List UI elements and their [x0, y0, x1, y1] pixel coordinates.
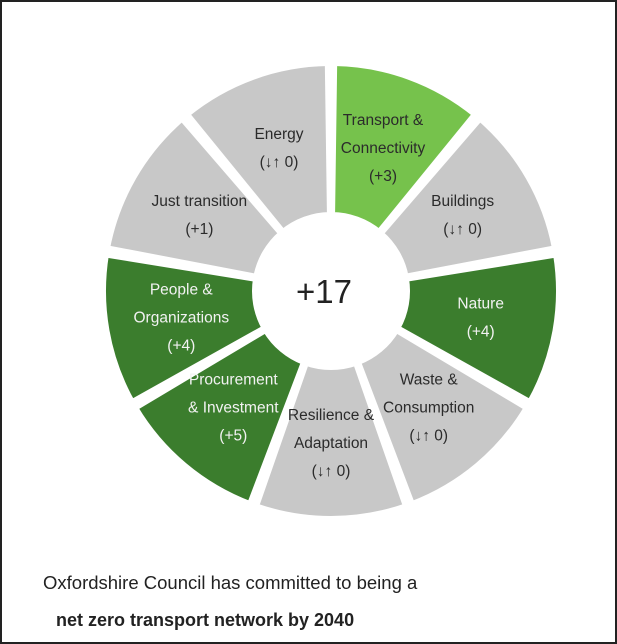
segment-label-line: Procurement — [189, 371, 278, 388]
segment-label: Procurement & Investment (+5) — [188, 371, 279, 444]
caption-line-1: Oxfordshire Council has committed to bei… — [43, 572, 418, 593]
segment-label: Just transition (+1) — [152, 193, 248, 238]
segment-label-line: (↓↑ 0) — [443, 221, 482, 238]
segment-label-line: People & — [150, 281, 214, 298]
segment-label-line: Waste & — [400, 371, 459, 388]
segment-label: Nature (+4) — [457, 295, 504, 340]
segment-label-line: Adaptation — [294, 435, 368, 452]
segment-label-line: & Investment — [188, 399, 279, 416]
segment-label-line: (+5) — [219, 427, 247, 444]
segment-label-line: Organizations — [133, 309, 229, 326]
segment-label: People & Organizations (+4) — [133, 281, 229, 354]
segment-label-line: (+1) — [185, 221, 213, 238]
segment-label-line: (+4) — [467, 323, 495, 340]
segment-label: Energy (↓↑ 0) — [254, 126, 303, 171]
segment-label-line: (↓↑ 0) — [409, 427, 448, 444]
segment-label-line: Just transition — [152, 193, 248, 210]
segment-label-line: Transport & — [343, 112, 424, 129]
segment-label-line: Resilience & — [288, 407, 375, 424]
segment-label-line: Nature — [457, 295, 504, 312]
segment-label-line: Connectivity — [341, 140, 426, 157]
caption-line-2: net zero transport network by 2040 — [56, 610, 355, 630]
segment-label-line: (↓↑ 0) — [312, 463, 351, 480]
segment-label-line: (+4) — [167, 337, 195, 354]
segment-label: Resilience & Adaptation (↓↑ 0) — [288, 407, 375, 480]
segment-label-line: (+3) — [369, 168, 397, 185]
segment-label-line: Consumption — [383, 399, 474, 416]
segment-label: Waste & Consumption (↓↑ 0) — [383, 371, 474, 444]
center-value: +17 — [296, 273, 352, 310]
segment-label-line: Buildings — [431, 193, 494, 210]
segment-label: Transport & Connectivity (+3) — [341, 112, 426, 185]
sustainability-wheel: Energy (↓↑ 0) Transport & Connectivity (+3) B… — [100, 59, 562, 522]
segment-label-line: Energy — [254, 126, 303, 143]
center-circle — [255, 215, 407, 367]
segment-label-line: (↓↑ 0) — [260, 154, 299, 171]
segment-label: Buildings (↓↑ 0) — [431, 193, 494, 238]
